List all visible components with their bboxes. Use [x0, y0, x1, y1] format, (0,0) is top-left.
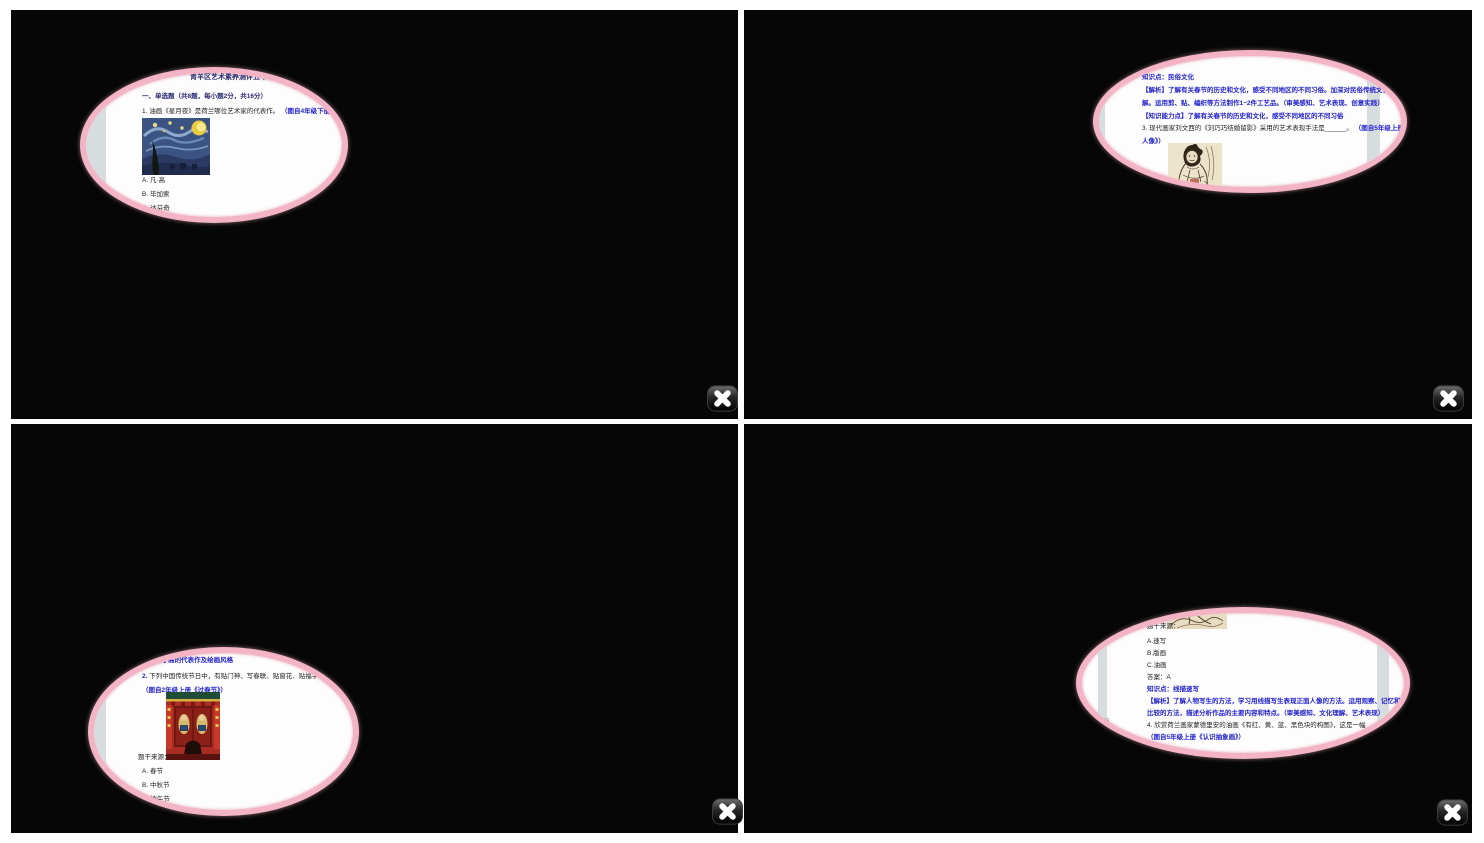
question-3-text: 3. 现代画家刘文西的《刘巧巧结婚留影》采用的艺术表现手法是______。: [1142, 125, 1353, 132]
option-c: C. 端午节: [142, 796, 170, 803]
option-b: B. 毕加索: [142, 191, 170, 198]
spring-festival-door-image: [166, 692, 220, 760]
panel-bottom-left: 【知识点】凡·高的代表作及绘画风格 2. 下列中国传统节日中，有贴门神、写春联、…: [11, 424, 743, 833]
knowledge-point-line: 【知识点】凡·高的代表作及绘画风格: [127, 657, 234, 664]
doc-title: 青羊区艺术素养测评五年级美术试题: [190, 74, 302, 81]
close-button-bottom-right[interactable]: [1437, 799, 1468, 826]
question-2-text: 下列中国传统节日中，有贴门神、写春联、贴窗花、贴福字等习俗的传统是。: [149, 673, 359, 680]
question-2-source-ref: （图自2年级上册《过春节》）: [142, 687, 227, 694]
option-a: A. 春节: [142, 768, 163, 775]
page-left-edge: [1098, 613, 1107, 753]
panel-bottom-right: 题干来源： A.速写 B.版画 C.油画 答案：A 知识点：线描速写 【解析】了…: [744, 424, 1472, 833]
option-c: C. 达芬奇: [142, 205, 170, 212]
ability-point-line: 【知识能力点】了解有关春节的历史和文化，感受不同地区的不同习俗: [1142, 113, 1344, 120]
magnifier-lens-bottom-left[interactable]: 【知识点】凡·高的代表作及绘画风格 2. 下列中国传统节日中，有贴门神、写春联、…: [88, 647, 359, 816]
girl-portrait-sketch-image: [1168, 143, 1222, 187]
question-4-source-ref: （图自5年级上册《认识抽象画》）: [1147, 734, 1245, 741]
question-1-line: 1. 油画《星月夜》是荷兰哪位艺术家的代表作。 （图自4年级下册《画家凡·高》）: [142, 107, 344, 116]
close-icon: [707, 385, 738, 412]
page-scrollbar: [1377, 613, 1389, 753]
question-4-text: 4. 欣赏荷兰画家蒙德里安的油画《有红、黄、蓝、黑色块的构图》，这是一幅____…: [1147, 722, 1407, 729]
option-b: B. 中秋节: [142, 782, 170, 789]
close-button-top-right[interactable]: [1433, 385, 1464, 412]
close-button-top-left[interactable]: [707, 385, 738, 412]
close-icon: [1437, 799, 1468, 826]
close-icon: [1433, 385, 1464, 412]
close-button-bottom-left[interactable]: [712, 798, 743, 825]
knowledge-point-line: 知识点：线描速写: [1147, 686, 1199, 693]
magnifier-lens-top-right[interactable]: 知识点：民俗文化 【解析】了解有关春节的历史和文化，感受不同地区的不同习俗。加深…: [1093, 50, 1407, 193]
question-1-text: 1. 油画《星月夜》是荷兰哪位艺术家的代表作。: [142, 108, 280, 115]
option-a: A. 凡·高: [142, 177, 166, 184]
analysis-line-1: 【解析】了解人物写生的方法，学习用线描写生表现正面人像的方法。运用观察、记忆和: [1147, 698, 1401, 705]
close-icon: [712, 798, 743, 825]
portrait-sketch-cropped-image: [1167, 613, 1227, 629]
analysis-line-1: 【解析】了解有关春节的历史和文化，感受不同地区的不同习俗。加深对民俗传统文化的了: [1142, 87, 1402, 94]
page-left-edge: [1099, 56, 1105, 187]
question-1-source-ref: （图自4年级下册《画家凡·高》）: [281, 108, 344, 115]
knowledge-point-line: 知识点：民俗文化: [1142, 74, 1194, 81]
option-c: C.油画: [1147, 662, 1167, 669]
question-2-number: 2.: [142, 673, 148, 680]
panel-top-right: 知识点：民俗文化 【解析】了解有关春节的历史和文化，感受不同地区的不同习俗。加深…: [744, 10, 1472, 419]
page-left-edge: [86, 73, 106, 217]
page-scrollbar: [1367, 56, 1380, 187]
source-label: 题干来源：: [138, 754, 171, 761]
analysis-line-2: 比较的方法，描述分析作品的主要内容和特点。（审美感知、文化理解、艺术表现）: [1147, 710, 1385, 717]
magnifier-lens-top-left[interactable]: 青羊区艺术素养测评五年级美术试题 一、单选题（共8题，每小题2分，共16分） 1…: [80, 67, 348, 223]
source-label: 题干来源：: [1147, 623, 1180, 630]
section-heading: 一、单选题（共8题，每小题2分，共16分）: [142, 93, 267, 100]
panel-top-left: 青羊区艺术素养测评五年级美术试题 一、单选题（共8题，每小题2分，共16分） 1…: [11, 10, 738, 419]
question-2-line: 2. 下列中国传统节日中，有贴门神、写春联、贴窗花、贴福字等习俗的传统是。: [142, 672, 359, 681]
question-3-source-ref-part1: （图自5年级上册《画: [1354, 125, 1404, 132]
option-a: A.速写: [1147, 638, 1167, 645]
list-icon: ≣: [1104, 718, 1110, 725]
answer-line: 答案：A: [1147, 674, 1171, 681]
question-3-line: 3. 现代画家刘文西的《刘巧巧结婚留影》采用的艺术表现手法是______。 （图…: [1142, 124, 1404, 133]
page-left-edge: [94, 653, 106, 810]
starry-night-image: [142, 118, 210, 175]
question-3-source-ref-part2: 人像》）: [1142, 138, 1165, 145]
option-b: B.版画: [1147, 650, 1167, 657]
analysis-line-2: 解。运用剪、贴、编织等方法制作1~2件工艺品。（审美感知、艺术表现、创意实践）: [1142, 100, 1384, 107]
magnifier-lens-bottom-right[interactable]: 题干来源： A.速写 B.版画 C.油画 答案：A 知识点：线描速写 【解析】了…: [1076, 607, 1410, 759]
